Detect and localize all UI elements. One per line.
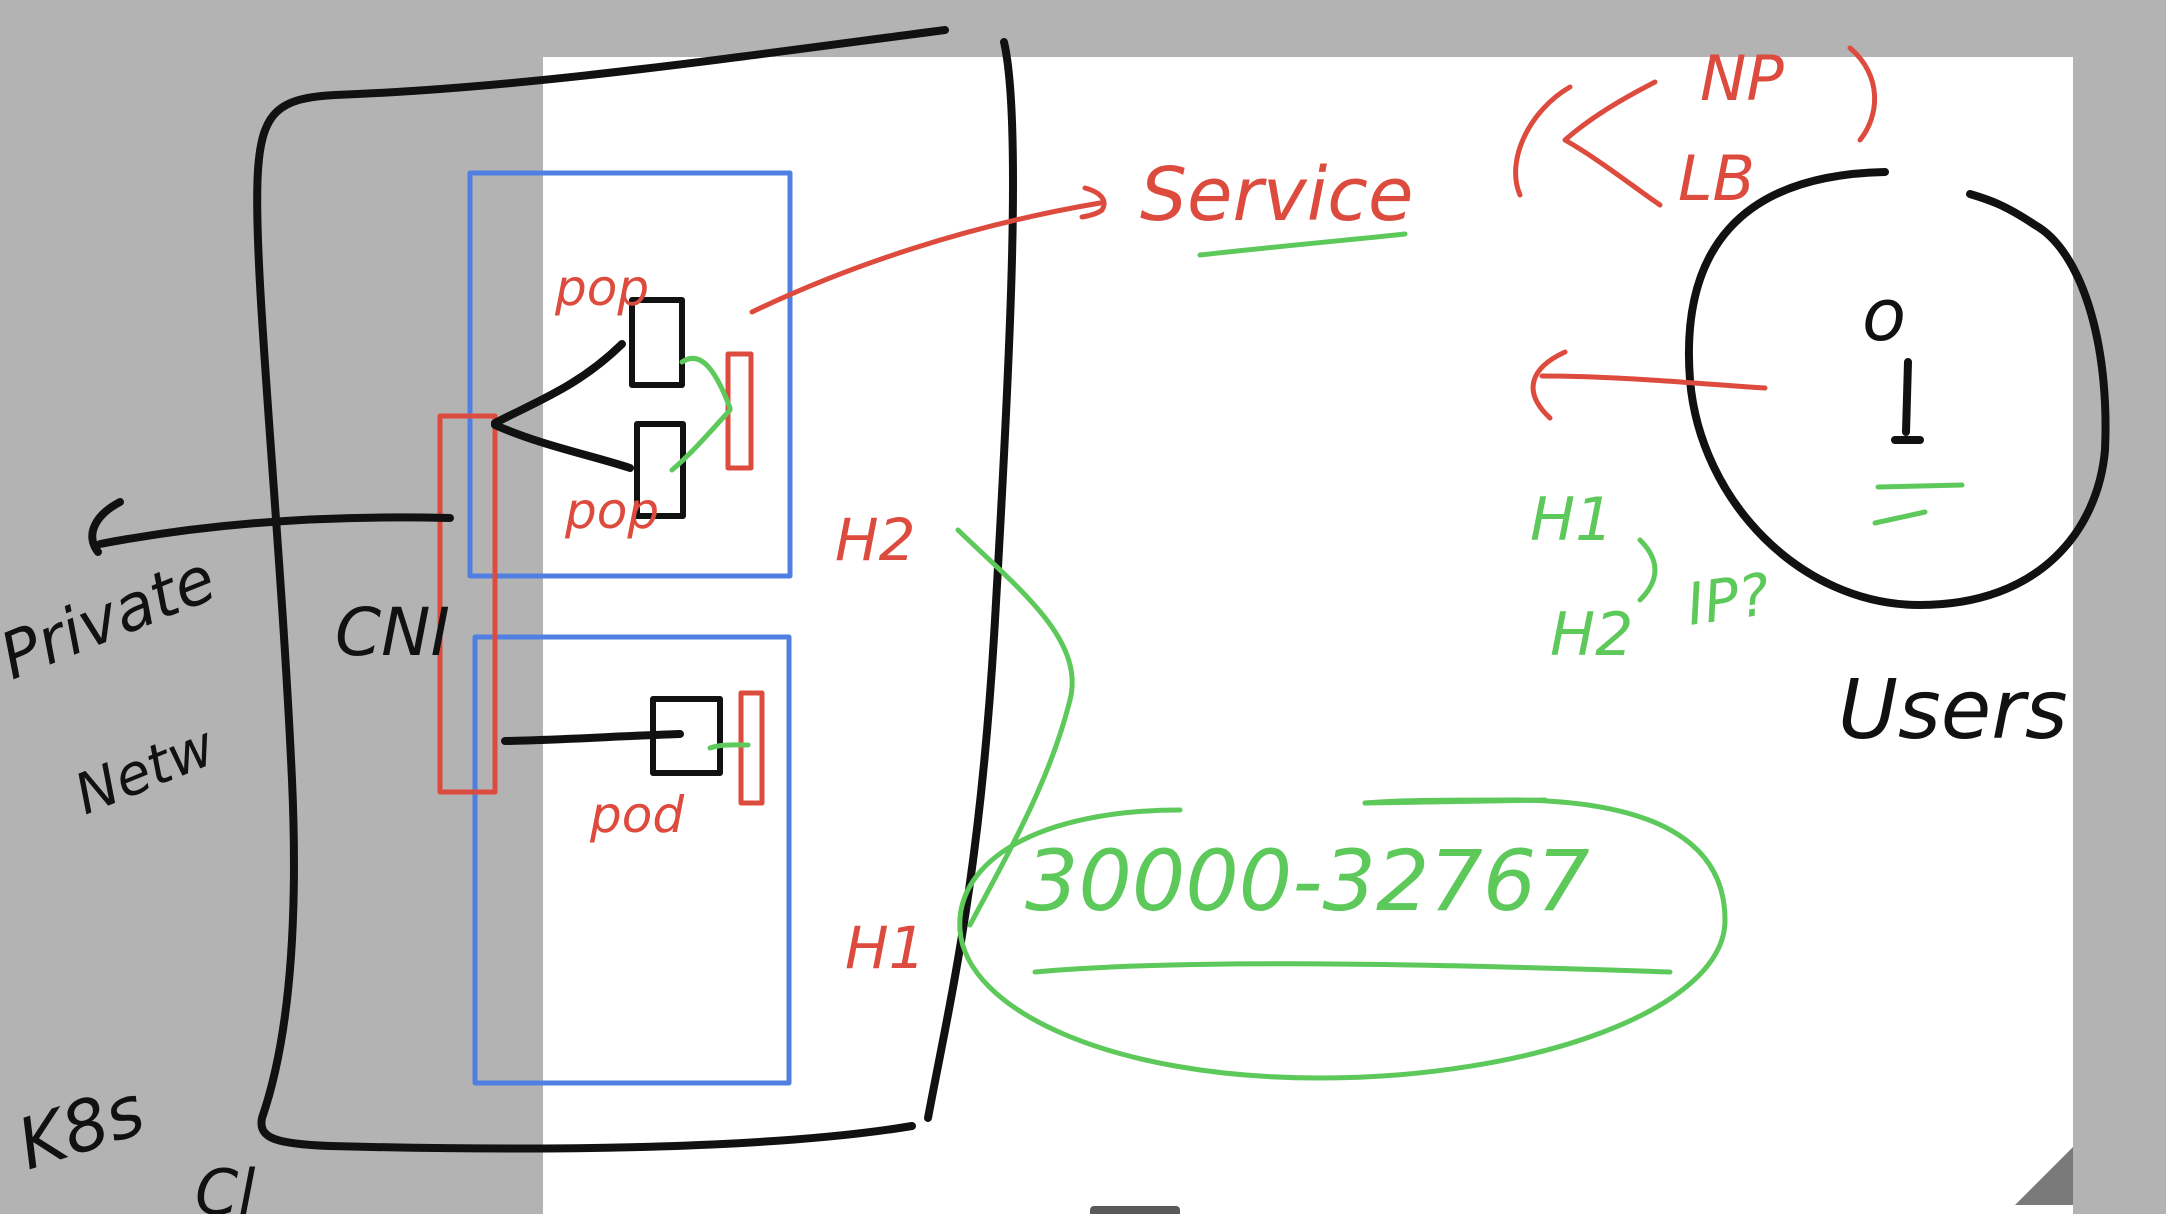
users-ip-label: IP? bbox=[1682, 560, 1774, 639]
k8s-cluster-boundary bbox=[253, 26, 949, 1153]
service-type-bracket bbox=[1562, 79, 1663, 208]
port-range-underline bbox=[1032, 961, 1673, 975]
cni-label: CNI bbox=[335, 594, 450, 671]
port-range-ellipse bbox=[957, 797, 1728, 1081]
whiteboard-page bbox=[543, 57, 2073, 1214]
users-ip-bracket bbox=[1637, 537, 1658, 603]
private-network-arrow-head bbox=[88, 498, 124, 556]
service-open-paren bbox=[1513, 84, 1573, 198]
users-request-arrow bbox=[1539, 373, 1768, 391]
service-type-np-label: NP bbox=[1700, 42, 1784, 115]
person-icon-head: o bbox=[1862, 273, 1906, 357]
pod-to-service-arrow bbox=[749, 200, 1103, 315]
private-network-label-2: Netw bbox=[66, 714, 224, 828]
pod-middle bbox=[634, 421, 686, 519]
pod-bottom-label: pod bbox=[589, 786, 684, 844]
pod-top-label: pop bbox=[554, 259, 649, 317]
node-h2-box bbox=[467, 170, 793, 579]
service-close-paren bbox=[1847, 45, 1878, 143]
node-right-border bbox=[924, 38, 1018, 1122]
k8s-cluster-label-2: Cl bbox=[195, 1156, 256, 1214]
cni-bar bbox=[437, 413, 498, 795]
h2-to-h1-connector bbox=[955, 527, 1075, 928]
port-range-top-line bbox=[1362, 797, 1548, 806]
page-corner-fold-icon bbox=[2015, 1147, 2073, 1205]
cni-to-pod-top-link bbox=[491, 340, 626, 427]
person-underline-1 bbox=[1875, 482, 1965, 490]
pod-middle-label: pop bbox=[564, 482, 659, 540]
service-type-lb-label: LB bbox=[1678, 142, 1755, 215]
pod-top bbox=[629, 297, 685, 388]
person-icon-stem bbox=[1902, 358, 1912, 436]
k8s-cluster-label-1: K8s bbox=[8, 1069, 154, 1186]
service-arrow-head bbox=[1079, 185, 1107, 220]
service-underline bbox=[1197, 231, 1408, 258]
users-circle bbox=[1685, 168, 2110, 609]
users-label: Users bbox=[1838, 663, 2068, 758]
pod-middle-interface-link bbox=[669, 407, 733, 473]
users-h2-label: H2 bbox=[1550, 600, 1633, 670]
node-h2-label: H2 bbox=[835, 506, 916, 574]
cni-to-pod-bottom-link bbox=[501, 730, 684, 745]
pod-interface-bottom bbox=[738, 690, 765, 806]
node-h1-label: H1 bbox=[845, 914, 926, 982]
pod-bottom-interface-link bbox=[707, 742, 751, 751]
users-h1-label: H1 bbox=[1530, 485, 1613, 555]
scrollbar-handle[interactable] bbox=[1090, 1206, 1180, 1214]
private-network-label-1: Private bbox=[0, 542, 226, 695]
private-network-arrow bbox=[96, 513, 454, 548]
pod-top-interface-link bbox=[679, 355, 733, 411]
users-request-arrow-head bbox=[1530, 349, 1568, 421]
service-label: Service bbox=[1140, 152, 1414, 238]
port-range-label: 30000-32767 bbox=[1025, 832, 1590, 930]
node-h1-box bbox=[472, 634, 792, 1086]
person-underline-2 bbox=[1872, 509, 1928, 526]
cni-to-pod-middle-link bbox=[491, 421, 634, 472]
